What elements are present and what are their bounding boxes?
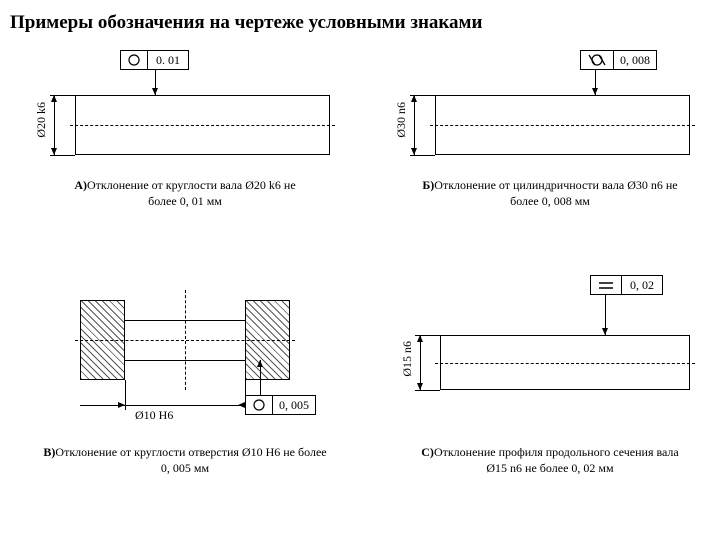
leader-arrow-d [602, 328, 608, 335]
panel-c: Ø10 H6 0, 005 В)Отклонение от круглости … [20, 280, 350, 520]
leader-arrow-c [257, 360, 263, 367]
dim-line-c [80, 405, 245, 406]
tolerance-value-c: 0, 005 [273, 396, 315, 414]
cylindricity-icon [581, 51, 614, 69]
centerline-a [70, 125, 335, 126]
dim-line-b [414, 95, 415, 155]
dim-arrow-b-up [411, 95, 417, 102]
dim-arrow-b-down [411, 148, 417, 155]
dim-label-b: Ø30 n6 [394, 102, 409, 138]
leader-arrow-a [152, 88, 158, 95]
panel-d: 0, 02 Ø15 n6 С)Отклонение профиля продол… [380, 275, 710, 515]
panel-a: 0. 01 Ø20 k6 А)Отклонение от круглости в… [20, 50, 340, 240]
dim-label-a: Ø20 k6 [34, 102, 49, 138]
centerline-c-v [185, 290, 186, 390]
tolerance-value-a: 0. 01 [148, 51, 188, 69]
dim-arrow-c-l [118, 402, 125, 408]
dim-arrow-c-r [238, 402, 245, 408]
caption-a: А)Отклонение от круглости вала Ø20 k6 не… [60, 178, 310, 209]
centerline-d [435, 363, 695, 364]
ext-line-d-bot [415, 390, 440, 391]
dim-arrow-d-down [417, 383, 423, 390]
panel-b: 0, 008 Ø30 n6 Б)Отклонение от цилиндричн… [380, 50, 710, 240]
tolerance-value-d: 0, 02 [622, 276, 662, 294]
roundness-icon [121, 51, 148, 69]
leader-arrow-b [592, 88, 598, 95]
tolerance-frame-d: 0, 02 [590, 275, 663, 295]
dim-arrow-a-down [51, 148, 57, 155]
caption-c: В)Отклонение от круглости отверстия Ø10 … [40, 445, 330, 476]
dim-arrow-d-up [417, 335, 423, 342]
tolerance-value-b: 0, 008 [614, 51, 656, 69]
caption-d: С)Отклонение профиля продольного сечения… [410, 445, 690, 476]
tolerance-frame-c: 0, 005 [245, 395, 316, 415]
dim-label-c: Ø10 H6 [135, 408, 173, 423]
ext-line-a-bot [50, 155, 75, 156]
roundness-icon-c [246, 396, 273, 414]
tolerance-frame-a: 0. 01 [120, 50, 189, 70]
dim-label-d: Ø15 n6 [400, 341, 415, 377]
dim-line-a [54, 95, 55, 155]
profile-icon [591, 276, 622, 294]
dim-line-d [420, 335, 421, 390]
centerline-b [430, 125, 695, 126]
tolerance-frame-b: 0, 008 [580, 50, 657, 70]
ext-line-b-bot [410, 155, 435, 156]
page-title: Примеры обозначения на чертеже условными… [10, 12, 482, 34]
caption-b: Б)Отклонение от цилиндричности вала Ø30 … [410, 178, 690, 209]
dim-arrow-a-up [51, 95, 57, 102]
